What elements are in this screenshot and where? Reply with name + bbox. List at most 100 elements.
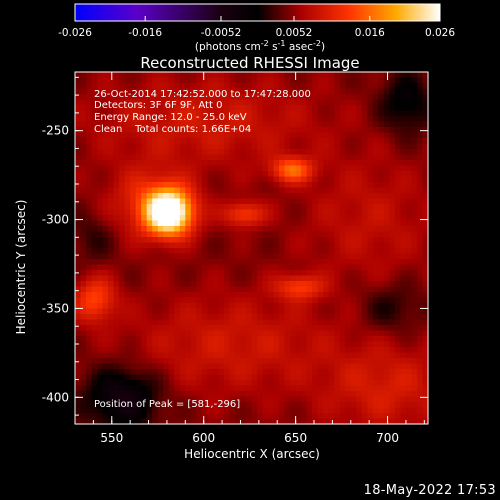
heatmap-cell xyxy=(394,187,402,194)
heatmap-cell xyxy=(251,303,258,310)
heatmap-cell xyxy=(229,281,236,288)
heatmap-cell xyxy=(91,182,98,189)
heatmap-cell xyxy=(339,374,346,381)
heatmap-cell xyxy=(262,259,269,266)
heatmap-cell xyxy=(113,297,120,304)
heatmap-cell xyxy=(108,127,115,134)
heatmap-cell xyxy=(119,204,126,211)
heatmap-cell xyxy=(290,347,297,354)
heatmap-cell xyxy=(75,325,82,332)
heatmap-cell xyxy=(179,286,186,293)
heatmap-cell xyxy=(190,160,197,167)
heatmap-cell xyxy=(108,138,115,145)
heatmap-cell xyxy=(91,303,98,310)
heatmap-cell xyxy=(361,242,368,249)
heatmap-cell xyxy=(339,110,346,117)
heatmap-cell xyxy=(223,347,231,354)
heatmap-cell xyxy=(119,363,126,370)
heatmap-cell xyxy=(295,253,302,260)
heatmap-cell xyxy=(301,407,308,414)
heatmap-cell xyxy=(97,264,104,271)
heatmap-cell xyxy=(168,358,175,365)
heatmap-cell xyxy=(405,363,413,370)
heatmap-cell xyxy=(301,264,308,271)
heatmap-cell xyxy=(345,369,352,376)
heatmap-cell xyxy=(124,297,131,304)
heatmap-cell xyxy=(279,198,286,205)
heatmap-cell xyxy=(80,319,87,326)
heatmap-cell xyxy=(75,275,82,282)
heatmap-cell xyxy=(257,121,264,128)
heatmap-cell xyxy=(119,160,126,167)
heatmap-cell xyxy=(339,347,346,354)
heatmap-cell xyxy=(229,237,236,244)
heatmap-cell xyxy=(102,182,109,189)
heatmap-cell xyxy=(334,286,341,293)
heatmap-cell xyxy=(334,77,341,84)
heatmap-cell xyxy=(273,292,280,299)
heatmap-cell xyxy=(119,347,126,354)
heatmap-cell xyxy=(108,391,115,398)
heatmap-cell xyxy=(405,319,413,326)
heatmap-cell xyxy=(394,127,402,134)
heatmap-cell xyxy=(284,297,291,304)
heatmap-cell xyxy=(196,314,203,321)
heatmap-cell xyxy=(400,319,407,326)
heatmap-cell xyxy=(80,149,87,156)
heatmap-cell xyxy=(268,418,275,425)
heatmap-cell xyxy=(91,187,98,194)
heatmap-cell xyxy=(91,77,98,84)
heatmap-cell xyxy=(174,138,181,145)
heatmap-cell xyxy=(75,99,82,106)
heatmap-cell xyxy=(372,94,379,101)
heatmap-cell xyxy=(301,325,308,332)
heatmap-cell xyxy=(306,330,313,337)
heatmap-cell xyxy=(86,374,93,381)
heatmap-cell xyxy=(400,369,407,376)
heatmap-cell xyxy=(295,121,302,128)
heatmap-cell xyxy=(196,94,203,101)
heatmap-cell xyxy=(240,270,247,277)
heatmap-cell xyxy=(240,132,247,139)
heatmap-cell xyxy=(295,231,302,238)
heatmap-cell xyxy=(174,182,181,189)
heatmap-cell xyxy=(257,248,264,255)
heatmap-cell xyxy=(185,127,192,134)
heatmap-cell xyxy=(328,275,335,282)
heatmap-cell xyxy=(152,99,159,106)
heatmap-cell xyxy=(218,143,225,150)
heatmap-cell xyxy=(124,72,131,79)
heatmap-cell xyxy=(334,374,341,381)
heatmap-cell xyxy=(190,380,197,387)
heatmap-cell xyxy=(152,385,159,392)
heatmap-cell xyxy=(124,385,131,392)
heatmap-cell xyxy=(108,88,115,95)
heatmap-cell xyxy=(119,314,126,321)
heatmap-cell xyxy=(383,259,390,266)
heatmap-cell xyxy=(312,270,319,277)
heatmap-cell xyxy=(141,264,148,271)
heatmap-cell xyxy=(273,143,280,150)
heatmap-cell xyxy=(361,292,368,299)
heatmap-cell xyxy=(179,209,186,216)
heatmap-cell xyxy=(317,418,324,425)
colorbar-gradient xyxy=(74,3,441,22)
heatmap-cell xyxy=(212,242,220,249)
heatmap-cell xyxy=(119,248,126,255)
heatmap-cell xyxy=(163,319,170,326)
heatmap-cell xyxy=(295,286,302,293)
heatmap-cell xyxy=(405,253,413,260)
heatmap-cell xyxy=(290,341,297,348)
heatmap-cell xyxy=(75,83,82,90)
heatmap-cell xyxy=(207,253,214,260)
heatmap-cell xyxy=(405,264,413,271)
heatmap-cell xyxy=(157,363,164,370)
heatmap-cell xyxy=(257,363,264,370)
heatmap-cell xyxy=(400,336,407,343)
heatmap-cell xyxy=(356,171,363,178)
heatmap-cell xyxy=(273,374,280,381)
heatmap-cell xyxy=(207,297,214,304)
heatmap-cell xyxy=(229,297,236,304)
heatmap-cell xyxy=(345,94,352,101)
heatmap-cell xyxy=(295,182,302,189)
